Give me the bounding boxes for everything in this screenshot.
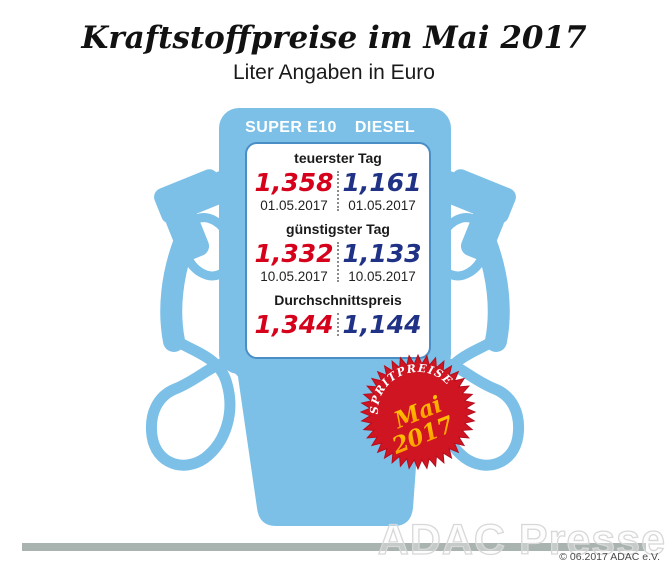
price-value: 1,344 — [254, 310, 334, 339]
super-e10-cell: 1,358 01.05.2017 — [251, 168, 337, 214]
page-title: Kraftstoffpreise im Mai 2017 — [81, 20, 587, 56]
dotted-divider — [337, 171, 339, 211]
copyright-text: © 06.2017 ADAC e.V. — [559, 551, 660, 563]
fuel-column-super-e10: SUPER E10 — [245, 119, 337, 136]
super-e10-cell: 1,332 10.05.2017 — [251, 239, 337, 285]
left-hose — [145, 332, 256, 471]
price-value: 1,358 — [254, 168, 334, 197]
super-e10-cell: 1,344 — [251, 310, 337, 339]
diesel-cell: 1,144 — [339, 310, 425, 339]
section-most-expensive-day: teuerster Tag 1,358 01.05.2017 1,161 01.… — [251, 149, 425, 214]
starburst-shape — [359, 353, 477, 471]
price-date: 10.05.2017 — [260, 269, 328, 284]
price-value: 1,161 — [342, 168, 422, 197]
price-value: 1,332 — [254, 239, 334, 268]
price-date: 10.05.2017 — [348, 269, 416, 284]
price-date: 01.05.2017 — [260, 198, 328, 213]
fuel-column-diesel: DIESEL — [354, 119, 416, 136]
spritpreise-badge: SPRITPREISE Mai 2017 — [358, 352, 477, 471]
section-average-price: Durchschnittspreis 1,344 1,144 — [251, 291, 425, 339]
section-label: günstigster Tag — [286, 221, 390, 237]
page-subtitle: Liter Angaben in Euro — [233, 61, 435, 84]
dotted-divider — [337, 313, 339, 336]
price-value: 1,144 — [342, 310, 422, 339]
diesel-cell: 1,161 01.05.2017 — [339, 168, 425, 214]
adac-presse-watermark: ADAC Presse — [377, 515, 666, 564]
price-date: 01.05.2017 — [348, 198, 416, 213]
diesel-cell: 1,133 10.05.2017 — [339, 239, 425, 285]
price-value: 1,133 — [342, 239, 422, 268]
section-label: Durchschnittspreis — [274, 292, 402, 308]
price-panel: teuerster Tag 1,358 01.05.2017 1,161 01.… — [245, 142, 431, 359]
fuel-column-headers: SUPER E10 DIESEL — [245, 119, 431, 137]
dotted-divider — [337, 242, 339, 282]
section-cheapest-day: günstigster Tag 1,332 10.05.2017 1,133 1… — [251, 220, 425, 285]
ground-bar — [22, 543, 646, 551]
section-label: teuerster Tag — [294, 150, 382, 166]
